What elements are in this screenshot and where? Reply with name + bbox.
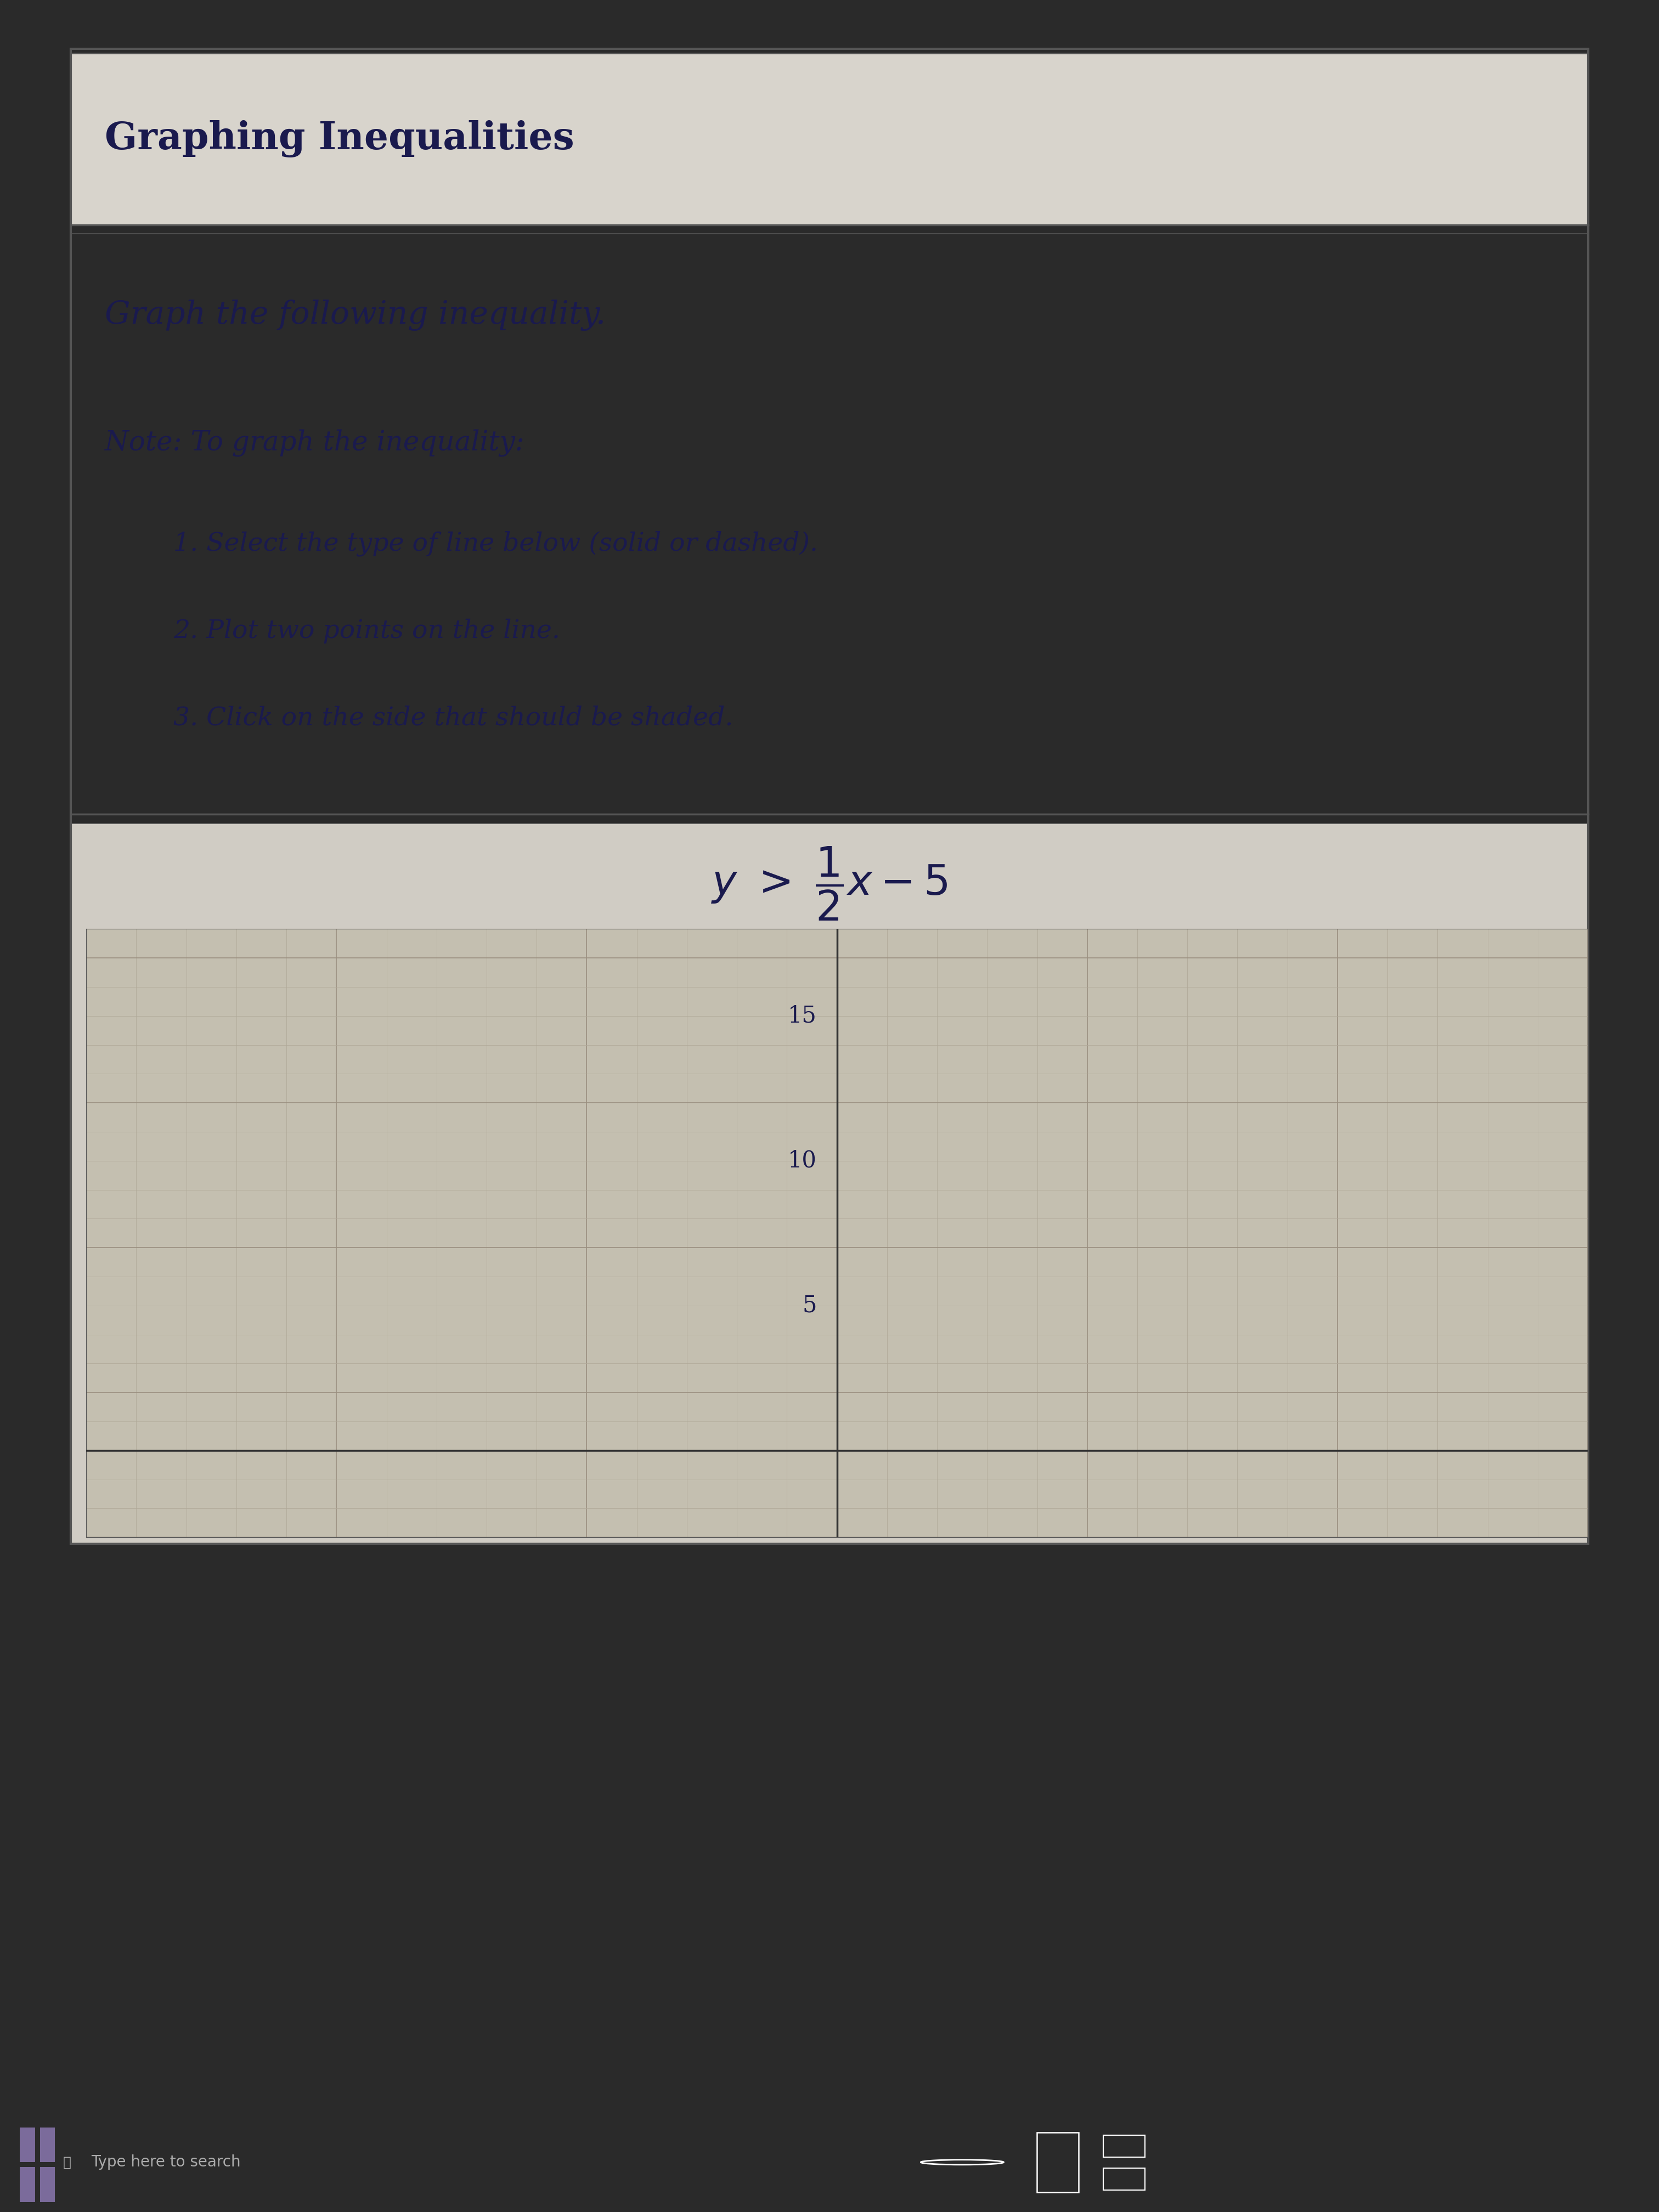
Bar xyxy=(71,823,1588,1544)
Text: Note: To graph the inequality:: Note: To graph the inequality: xyxy=(105,429,524,456)
Bar xyxy=(20,2168,35,2203)
Bar xyxy=(20,2128,35,2163)
Text: Graphing Inequalities: Graphing Inequalities xyxy=(105,119,574,157)
Text: 15: 15 xyxy=(788,1004,816,1026)
Text: 10: 10 xyxy=(788,1150,816,1172)
Bar xyxy=(40,2128,55,2163)
Text: $y \ > \ \dfrac{1}{2}x - 5$: $y \ > \ \dfrac{1}{2}x - 5$ xyxy=(712,845,947,922)
Text: 3. Click on the side that should be shaded.: 3. Click on the side that should be shad… xyxy=(173,706,733,730)
Text: Type here to search: Type here to search xyxy=(91,2154,241,2170)
Text: 5: 5 xyxy=(803,1294,816,1316)
Text: Graph the following inequality.: Graph the following inequality. xyxy=(105,299,606,330)
Bar xyxy=(1103,2168,1145,2190)
Text: 🔍: 🔍 xyxy=(63,2157,71,2168)
Text: 2. Plot two points on the line.: 2. Plot two points on the line. xyxy=(173,619,559,644)
Bar xyxy=(1037,2132,1078,2192)
Text: 1. Select the type of line below (solid or dashed).: 1. Select the type of line below (solid … xyxy=(173,531,818,557)
Bar xyxy=(1103,2135,1145,2157)
Bar xyxy=(40,2168,55,2203)
Bar xyxy=(71,53,1588,226)
